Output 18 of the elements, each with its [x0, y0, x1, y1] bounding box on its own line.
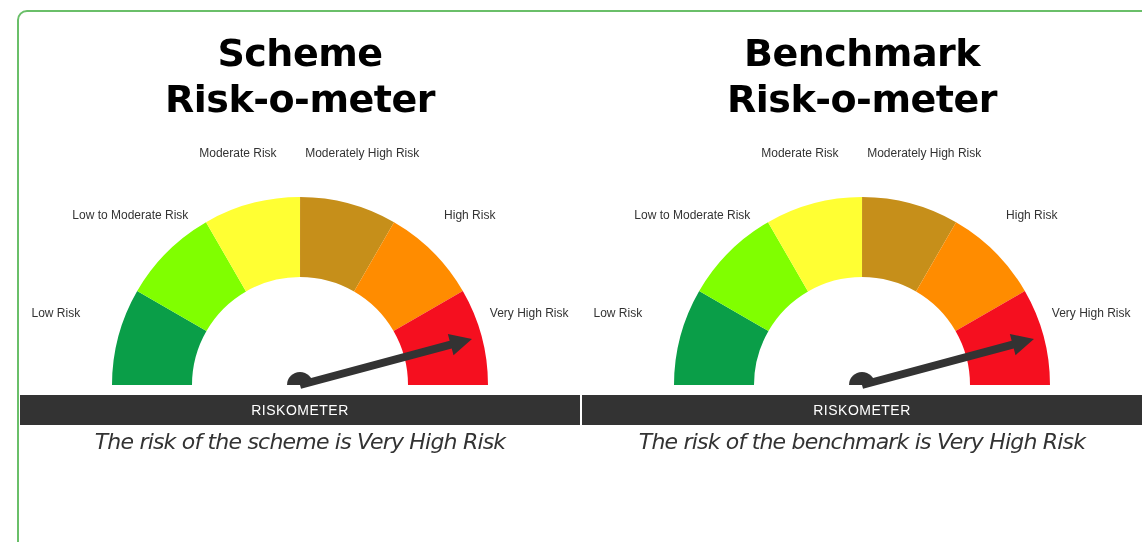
slice-label: High Risk [444, 208, 497, 223]
slice-label: Very High Risk [1051, 306, 1132, 321]
text: The risk of the scheme is Very High Risk [93, 429, 508, 454]
slice-label: Moderate Risk [199, 146, 278, 161]
text: RISKOMETER [582, 395, 1142, 425]
chart-title: Benchmark Risk-o-meter [726, 30, 999, 123]
slice-label: High Risk [1006, 208, 1059, 223]
text: RISKOMETER [20, 395, 580, 425]
slice-label: Low to Moderate Risk [72, 208, 190, 223]
slice-label: Low Risk [31, 306, 82, 321]
slice-label: Moderately High Risk [867, 146, 983, 161]
slice-label: Low Risk [593, 306, 644, 321]
slice-label: Very High Risk [489, 306, 570, 321]
text: The risk of the benchmark is Very High Risk [637, 429, 1088, 454]
slice-label: Low to Moderate Risk [634, 208, 752, 223]
slice-label: Moderate Risk [761, 146, 840, 161]
slice-label: Moderately High Risk [305, 146, 421, 161]
chart-title: Scheme Risk-o-meter [164, 30, 437, 123]
